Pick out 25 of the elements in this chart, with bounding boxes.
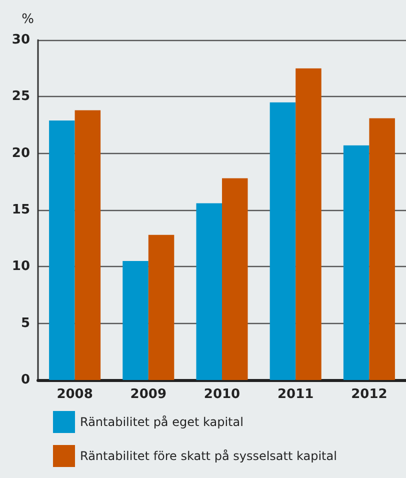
y-tick-label: 15 xyxy=(12,202,30,218)
bar xyxy=(148,234,174,380)
bar xyxy=(270,102,296,380)
x-tick-label: 2009 xyxy=(130,387,166,402)
legend-label: Räntabilitet på eget kapital xyxy=(80,415,244,429)
bar xyxy=(49,120,75,380)
y-tick-label: 0 xyxy=(20,372,30,388)
y-axis-title: % xyxy=(22,12,34,27)
bar xyxy=(222,178,248,380)
bar xyxy=(74,110,101,380)
y-tick-label: 25 xyxy=(12,89,30,104)
x-tick-label: 2008 xyxy=(56,387,93,402)
x-tick-label: 2012 xyxy=(351,387,388,402)
y-tick-label: 30 xyxy=(12,32,30,48)
y-tick-label: 5 xyxy=(20,316,30,331)
bar xyxy=(196,203,222,380)
bar xyxy=(369,118,395,380)
x-tick-label: 2011 xyxy=(278,387,314,402)
y-tick-label: 10 xyxy=(12,259,30,274)
y-tick-label: 20 xyxy=(12,146,30,161)
bar xyxy=(296,68,322,380)
bar xyxy=(343,145,370,380)
legend-label: Räntabilitet före skatt på sysselsatt kapital xyxy=(80,449,337,463)
x-tick-label: 2010 xyxy=(204,387,240,402)
bar xyxy=(122,261,148,380)
